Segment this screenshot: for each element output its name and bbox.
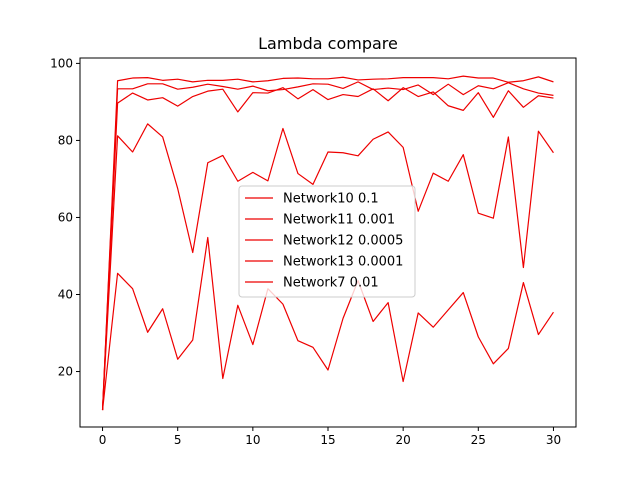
y-axis: 20 40 60 80 100 [50,56,80,379]
chart-title: Lambda compare [258,34,398,53]
legend-entry-label: Network11 0.001 [283,213,395,228]
legend-entry-label: Network13 0.0001 [283,255,403,270]
series-line-1 [101,236,554,411]
x-tick-label: 0 [99,433,107,447]
series-line-3 [101,87,554,411]
legend-entry-label: Network7 0.01 [283,276,379,291]
legend-entry-label: Network10 0.1 [283,192,379,207]
y-tick-label: 20 [58,365,73,379]
legend: Network10 0.1 Network11 0.001 Network12 0.… [238,185,416,298]
x-tick-label: 15 [320,433,335,447]
legend-box [238,185,416,298]
x-tick-label: 25 [471,433,486,447]
series-line-2 [101,123,554,411]
x-axis: 0 5 10 15 20 25 30 [99,427,561,447]
x-tick-label: 20 [396,433,411,447]
y-tick-label: 100 [50,56,73,70]
x-tick-label: 10 [245,433,260,447]
y-tick-label: 80 [58,133,73,147]
series-layer [101,75,554,411]
y-tick-label: 40 [58,287,73,301]
x-tick-label: 30 [546,433,561,447]
series-line-4 [101,81,554,411]
series-line-5 [101,75,554,411]
legend-entry-label: Network12 0.0005 [283,234,403,249]
y-tick-label: 60 [58,210,73,224]
x-tick-label: 5 [174,433,182,447]
